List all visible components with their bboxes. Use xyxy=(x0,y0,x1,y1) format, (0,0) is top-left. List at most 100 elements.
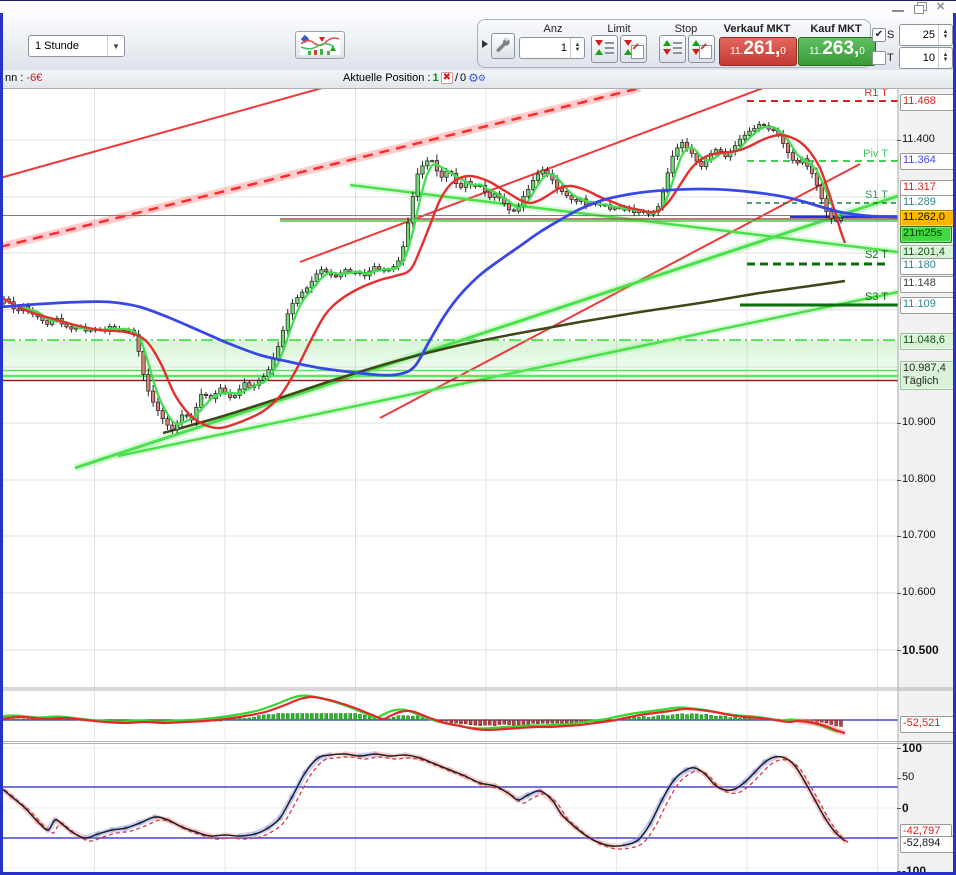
axis-label: 0 xyxy=(902,801,909,815)
axis-label: -100 xyxy=(902,864,927,875)
axis-tick xyxy=(897,536,901,537)
price-label: 11.262,0 xyxy=(900,209,956,227)
arrow-up-icon xyxy=(624,49,632,55)
target-distance-stepper[interactable]: 10 ▲ ▼ xyxy=(899,47,953,69)
stop-edit-button[interactable] xyxy=(688,35,715,63)
position-bar: nn : -6€ Aktuelle Position : 1 ✖ / 0 ⚙ ⚙ xyxy=(3,70,953,89)
axis-label: 11.400 xyxy=(902,133,935,145)
price-label: 11.148 xyxy=(900,275,956,293)
axis-tick xyxy=(897,778,901,779)
axis-label: 10.800 xyxy=(902,473,936,485)
s-value: 25 xyxy=(922,29,935,41)
buy-mkt-label: Kauf MKT xyxy=(810,23,862,35)
stepper-arrows-icon[interactable]: ▲ ▼ xyxy=(938,48,952,68)
limit-edit-button[interactable] xyxy=(620,35,647,63)
window-border-left xyxy=(0,13,3,875)
target-checkbox[interactable] xyxy=(872,51,886,65)
price-label: 11.289 xyxy=(900,194,956,212)
t-label: T xyxy=(887,52,894,64)
position-label: Aktuelle Position : xyxy=(343,72,431,84)
sell-market-button[interactable]: 11. 261, 0 xyxy=(719,37,797,66)
timeframe-select[interactable]: 1 Stunde ▼ xyxy=(28,35,125,57)
restore-icon[interactable] xyxy=(914,2,927,14)
stepper-arrows-icon[interactable]: ▲ ▼ xyxy=(938,25,952,45)
quantity-value: 1 xyxy=(560,42,567,54)
axis-tick xyxy=(897,480,901,481)
price-label: -52,521 xyxy=(900,715,956,733)
collapse-arrow-icon[interactable] xyxy=(482,40,488,48)
stepper-arrows-icon[interactable]: ▲ ▼ xyxy=(570,38,584,58)
order-page-icon xyxy=(699,43,712,59)
arrow-up-icon xyxy=(692,40,700,46)
sell-price-main: 261, xyxy=(743,38,781,59)
price-label: 11.468 xyxy=(900,93,956,111)
pivot-level-label: R1 T xyxy=(864,87,888,99)
minimize-icon[interactable] xyxy=(892,2,904,12)
price-label: 11.048,6 xyxy=(900,332,956,350)
price-label: 21m25s xyxy=(900,225,952,243)
axis-label: 10.500 xyxy=(902,643,939,657)
chart-style-icon xyxy=(300,35,340,55)
axis-tick xyxy=(897,423,901,424)
axis-tick xyxy=(897,808,901,809)
pending-order-count: 0 xyxy=(460,72,467,84)
limit-sell-button[interactable] xyxy=(591,35,618,63)
chart-toolbar: 1 Stunde ▼ Anz 1 xyxy=(3,14,953,71)
pnl-value: -6€ xyxy=(26,72,43,84)
close-icon[interactable]: ✕ xyxy=(936,1,946,13)
axis-tick xyxy=(897,140,901,141)
axis-tick xyxy=(897,650,901,651)
current-position: Aktuelle Position : 1 ✖ / 0 ⚙ ⚙ xyxy=(343,71,486,85)
arrow-down-icon xyxy=(663,49,671,55)
stop-buy-button[interactable] xyxy=(659,35,686,63)
close-position-icon[interactable]: ✖ xyxy=(440,72,453,84)
pivot-level-label: Piv T xyxy=(863,148,888,160)
order-settings-button[interactable] xyxy=(491,33,515,59)
axis-label: 10.600 xyxy=(902,586,936,598)
price-label: 11.317 xyxy=(900,179,956,197)
axis-tick xyxy=(897,871,901,872)
arrow-down-icon xyxy=(692,49,700,55)
quantity-stepper[interactable]: 1 ▲ ▼ xyxy=(519,37,585,59)
price-label: 11.364 xyxy=(900,152,956,170)
order-entry-group: Anz 1 ▲ ▼ Limit Stop xyxy=(477,19,876,68)
price-label: 11.180 xyxy=(900,257,956,275)
buy-price-sup: 0 xyxy=(859,46,865,57)
chart-style-button[interactable] xyxy=(295,31,345,59)
axis-tick xyxy=(897,748,901,749)
open-position-count: 1 xyxy=(432,72,439,84)
gear-icon[interactable]: ⚙ xyxy=(468,71,479,85)
stop-checkbox[interactable]: ✔ xyxy=(872,28,886,42)
axis-label: 10.700 xyxy=(902,529,936,541)
pivot-level-label: S3 T xyxy=(864,291,888,303)
buy-market-button[interactable]: 11. 263, 0 xyxy=(798,37,876,66)
buy-price-main: 263, xyxy=(822,38,860,59)
pnl-readout: nn : -6€ xyxy=(5,72,43,84)
limit-label: Limit xyxy=(607,23,631,35)
window-title-strip: ✕ xyxy=(0,1,956,14)
gear-small-icon: ⚙ xyxy=(477,73,486,83)
price-label: 10.987,4 Täglich xyxy=(900,360,956,390)
arrow-up-icon xyxy=(595,49,603,55)
sell-price-sup: 0 xyxy=(780,46,786,57)
arrow-down-icon xyxy=(595,40,603,46)
wrench-icon xyxy=(496,38,510,53)
buy-price-prefix: 11. xyxy=(809,46,823,57)
arrow-up-icon xyxy=(663,40,671,46)
price-label-sub: Täglich xyxy=(903,374,939,387)
stop-distance-stepper[interactable]: 25 ▲ ▼ xyxy=(899,24,953,46)
window-border-bottom xyxy=(0,872,956,875)
window-border-top xyxy=(0,0,956,1)
pivot-level-label: S2 T xyxy=(864,249,888,261)
axis-label: 10.900 xyxy=(902,416,936,428)
price-label: -52,894 xyxy=(900,835,956,853)
timeframe-value: 1 Stunde xyxy=(35,40,80,52)
stop-label: Stop xyxy=(674,23,698,35)
s-label: S xyxy=(887,29,895,41)
order-page-icon xyxy=(631,43,644,59)
t-value: 10 xyxy=(922,52,935,64)
price-label: 11.109 xyxy=(900,296,956,314)
sell-price-prefix: 11. xyxy=(730,46,744,57)
